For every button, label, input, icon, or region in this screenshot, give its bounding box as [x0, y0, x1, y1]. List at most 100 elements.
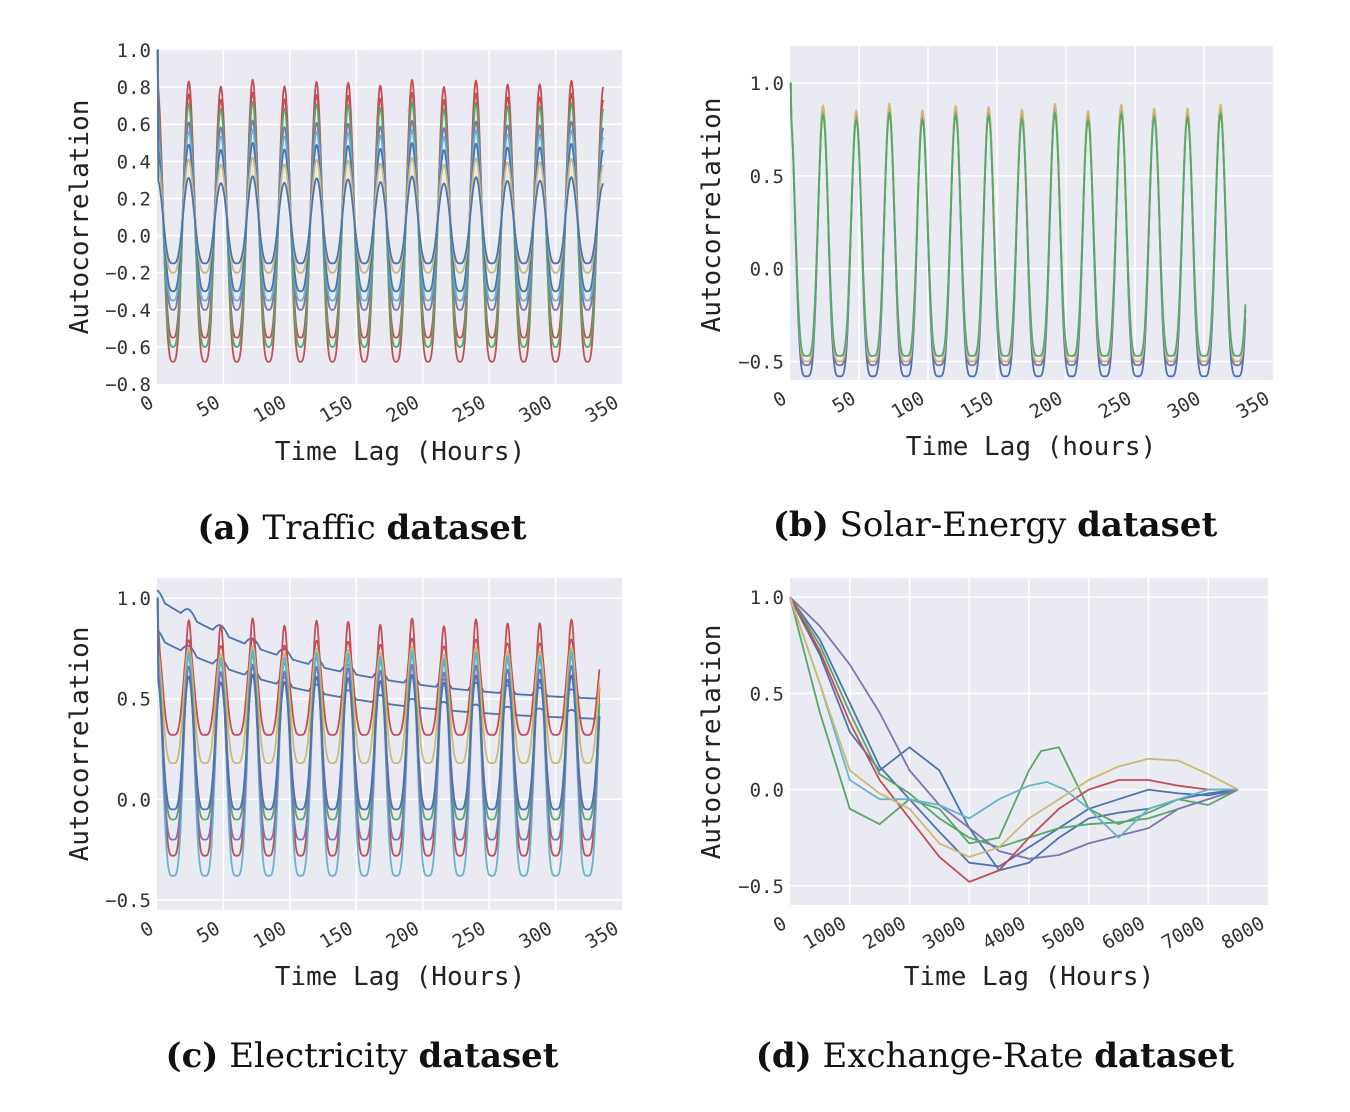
pd-series-line-yellow	[789, 596, 1239, 858]
pa-y-tick-label: 0.2	[117, 188, 151, 210]
pd-y-tick-label: 0.5	[750, 683, 784, 705]
panel-a-traffic: 0 50 100 150 200 250 300 350−0.8−0.6−0.4−0.20.0…	[65, 40, 623, 467]
caption-d-letter: (d)	[755, 1036, 812, 1076]
pc-series-line-series-7	[156, 597, 601, 877]
pd-x-tick-label: 7000	[1158, 912, 1209, 954]
pd-y-tick-label: 0.0	[750, 780, 784, 802]
caption-c-name: Electricity	[229, 1036, 408, 1076]
caption-c-suffix: dataset	[418, 1036, 559, 1076]
pd-x-tick-label: 8000	[1218, 912, 1269, 954]
pb-x-tick-label: 0	[770, 387, 791, 412]
pd-y-axis-label: Autocorrelation	[697, 625, 727, 860]
caption-a-suffix: dataset	[386, 508, 527, 548]
pd-x-tick-label: 3000	[919, 912, 970, 954]
pc-x-axis-label: Time Lag (Hours)	[275, 962, 525, 992]
pc-series-line-series-5	[156, 597, 601, 764]
pa-x-axis-label: Time Lag (Hours)	[275, 437, 525, 467]
caption-b: (b) Solar-Energy dataset	[773, 505, 1217, 545]
caption-d-name: Exchange-Rate	[822, 1036, 1084, 1076]
caption-d: (d) Exchange-Rate dataset	[756, 1036, 1235, 1076]
pa-series-line-series-7	[156, 49, 605, 274]
pd-x-tick-label: 0	[770, 912, 791, 937]
pc-y-tick-label: 0.5	[117, 689, 151, 711]
pa-x-tick-label: 350	[582, 391, 623, 427]
caption-b-name: Solar-Energy	[839, 505, 1067, 545]
caption-a: (a) Traffic dataset	[197, 508, 526, 548]
pa-y-tick-label: −0.4	[105, 300, 151, 322]
pb-x-tick-label: 300	[1164, 387, 1205, 423]
pa-plot-area	[157, 50, 622, 384]
pc-series-line-series-8	[156, 597, 601, 841]
pa-y-tick-label: 0.0	[117, 226, 151, 248]
pa-x-tick-label: 100	[250, 391, 291, 427]
pc-series-line-series-9	[156, 597, 601, 811]
panel-d-exchange-rate: 0 1000 2000 3000 4000 5000 6000 7000 8000 −0.5 0.0…	[697, 578, 1269, 992]
pa-x-tick-label: 300	[515, 391, 556, 427]
pa-series-line-series-5	[156, 49, 605, 302]
caption-a-letter: (a)	[197, 508, 252, 548]
pb-y-tick-label: 1.0	[750, 73, 784, 95]
pd-y-tick-label: −0.5	[738, 876, 784, 898]
pb-y-axis-label: Autocorrelation	[697, 98, 727, 333]
pc-x-tick-label: 0	[137, 917, 158, 942]
pb-x-tick-label: 200	[1026, 387, 1067, 423]
pb-x-axis-label: Time Lag (hours)	[906, 432, 1156, 462]
pd-series-line-green-2	[789, 596, 1239, 849]
panel-c-electricity: 0 50 100 150 200 250 300 350 −0.5 0.0 0.5 1.0 Time L…	[65, 578, 623, 992]
pc-y-tick-label: 0.0	[117, 789, 151, 811]
pb-x-tick-label: 50	[829, 387, 860, 417]
pd-x-tick-label: 4000	[979, 912, 1030, 954]
pc-y-tick-label: −0.5	[105, 890, 151, 912]
caption-c-letter: (c)	[165, 1036, 219, 1076]
pb-x-tick-label: 150	[957, 387, 998, 423]
pa-x-tick-label: 250	[449, 391, 490, 427]
pd-y-tick-label: 1.0	[750, 587, 784, 609]
pa-series-line-series-3	[156, 49, 605, 348]
pc-y-tick-label: 1.0	[117, 588, 151, 610]
pa-x-tick-label: 200	[382, 391, 423, 427]
pc-series-line-series-4	[156, 597, 601, 736]
pd-series-line-purple	[789, 596, 1239, 860]
pb-y-tick-label: 0.0	[750, 259, 784, 281]
pc-x-tick-label: 50	[193, 917, 224, 947]
panel-b-solar-energy: 0 50 100 150 200 250 300 350 −0.5 0.0 0.5 1.0 Time L…	[697, 46, 1274, 462]
pd-x-tick-label: 2000	[859, 912, 910, 954]
pa-series-line-series-4	[156, 49, 605, 311]
pa-x-tick-label: 50	[193, 391, 224, 421]
pa-y-tick-label: −0.2	[105, 263, 151, 285]
pa-y-tick-label: −0.6	[105, 337, 151, 359]
caption-b-suffix: dataset	[1077, 505, 1218, 545]
pa-series-line-series-1	[156, 49, 605, 363]
pa-y-tick-label: −0.8	[105, 374, 151, 396]
pc-x-tick-label: 300	[515, 917, 556, 953]
caption-a-name: Traffic	[262, 508, 376, 548]
pc-x-tick-label: 200	[382, 917, 423, 953]
pc-x-tick-label: 150	[316, 917, 357, 953]
caption-b-letter: (b)	[772, 505, 829, 545]
pa-y-tick-label: 1.0	[117, 40, 151, 62]
pd-series-line-blue-1	[789, 596, 1239, 868]
pa-series-line-series-8	[156, 49, 605, 265]
pa-y-tick-label: 0.8	[117, 77, 151, 99]
pa-y-axis-label: Autocorrelation	[65, 100, 95, 335]
caption-c: (c) Electricity dataset	[166, 1036, 559, 1076]
pd-x-tick-label: 6000	[1098, 912, 1149, 954]
pa-y-tick-label: 0.6	[117, 114, 151, 136]
pa-y-tick-label: 0.4	[117, 151, 151, 173]
pb-series-line-series-4	[789, 82, 1247, 357]
pd-x-tick-label: 1000	[800, 912, 851, 954]
pc-x-tick-label: 100	[250, 917, 291, 953]
pa-x-tick-label: 150	[316, 391, 357, 427]
pb-x-tick-label: 250	[1095, 387, 1136, 423]
pd-series-line-cyan	[789, 596, 1239, 839]
pc-series-line-series-3	[156, 597, 601, 857]
pd-x-tick-label: 5000	[1039, 912, 1090, 954]
pa-series-line-series-6	[156, 49, 605, 293]
pd-x-axis-label: Time Lag (Hours)	[904, 962, 1154, 992]
pc-y-axis-label: Autocorrelation	[65, 627, 95, 862]
pb-x-tick-label: 350	[1233, 387, 1274, 423]
pb-x-tick-label: 100	[888, 387, 929, 423]
pc-x-tick-label: 350	[582, 917, 623, 953]
pc-x-tick-label: 250	[449, 917, 490, 953]
